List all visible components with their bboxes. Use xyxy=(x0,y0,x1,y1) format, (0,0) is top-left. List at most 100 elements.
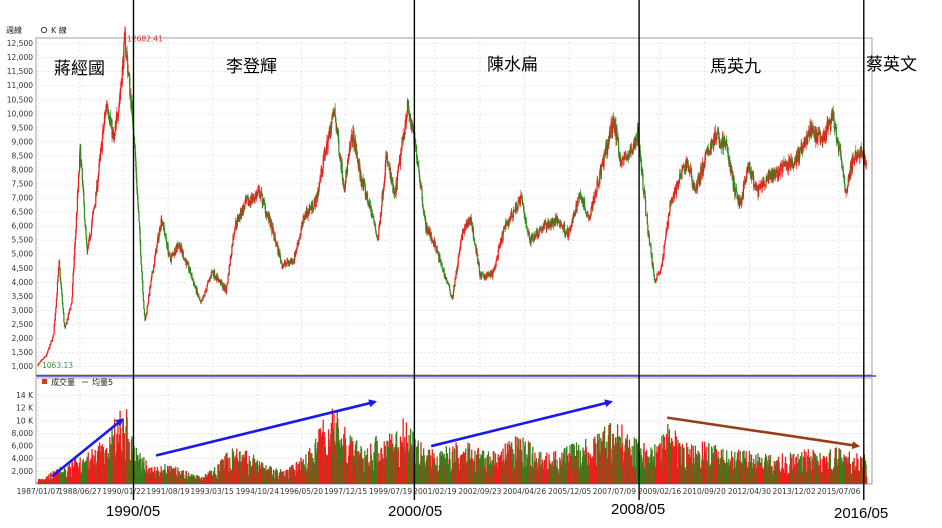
volume-bar xyxy=(790,457,792,484)
volume-bar xyxy=(453,448,456,484)
candle-body xyxy=(791,161,794,166)
candle-body xyxy=(610,122,612,138)
volume-bar xyxy=(478,453,480,484)
candle-body xyxy=(700,166,702,181)
candle-body xyxy=(78,154,81,172)
volume-bar xyxy=(693,457,695,484)
volume-bar xyxy=(50,472,52,484)
candle-body xyxy=(251,198,254,201)
volume-bar xyxy=(798,458,801,484)
volume-bar xyxy=(662,434,665,484)
candle-body xyxy=(74,238,76,246)
candle-body xyxy=(60,278,62,283)
candle-body xyxy=(709,143,712,155)
candle-body xyxy=(681,167,684,170)
candle-body xyxy=(233,233,235,238)
candle-body xyxy=(111,120,113,138)
candle-body xyxy=(683,165,685,170)
candle-body xyxy=(693,182,695,188)
candle-body xyxy=(733,180,735,188)
candle-body xyxy=(367,201,369,204)
candle-body xyxy=(823,137,826,141)
volume-bar xyxy=(467,442,469,484)
candle-body xyxy=(338,140,340,153)
candle-body xyxy=(206,284,208,289)
candle-body xyxy=(135,157,137,167)
price-y-tick-label: 11,500 xyxy=(7,67,33,76)
candle-body xyxy=(59,268,61,279)
candle-body xyxy=(84,224,87,228)
price-y-tick-label: 7,000 xyxy=(12,194,34,203)
candle-body xyxy=(860,146,862,157)
candle-body xyxy=(366,192,369,202)
candle-body xyxy=(565,232,567,235)
volume-bar xyxy=(362,458,364,484)
candle-body xyxy=(363,182,365,183)
candle-body xyxy=(626,158,628,161)
candle-body xyxy=(775,172,777,178)
candle-body xyxy=(207,282,209,285)
candle-body xyxy=(464,226,466,233)
candle-body xyxy=(138,212,140,222)
candle-body xyxy=(669,202,671,213)
candle-body xyxy=(775,168,777,173)
x-tick-label: 2005/12/05 xyxy=(548,487,591,496)
candle-body xyxy=(59,261,61,269)
volume-bar xyxy=(573,445,576,484)
candle-body xyxy=(332,113,334,116)
candle-body xyxy=(372,215,374,217)
candle-body xyxy=(73,268,75,274)
candle-body xyxy=(171,253,173,256)
candle-body xyxy=(787,167,789,171)
candle-body xyxy=(165,239,168,244)
volume-bar xyxy=(317,441,319,484)
candle-body xyxy=(173,254,175,256)
volume-bar xyxy=(104,449,107,484)
candle-body xyxy=(458,254,460,258)
candle-body xyxy=(95,191,97,205)
volume-bar xyxy=(358,450,360,484)
candle-body xyxy=(565,232,567,233)
chart-type-selector[interactable]: K 線 xyxy=(40,25,67,35)
candle-body xyxy=(355,139,357,155)
candle-body xyxy=(397,166,399,172)
candle-body xyxy=(234,230,236,234)
candle-body xyxy=(649,243,652,245)
volume-y-tick-label: 6,000 xyxy=(12,442,34,451)
candle-body xyxy=(734,187,736,196)
candle-body xyxy=(506,220,508,226)
candle-body xyxy=(432,240,434,244)
candle-body xyxy=(398,165,400,167)
candle-body xyxy=(380,213,382,216)
candle-body xyxy=(457,257,459,266)
volume-bar xyxy=(406,442,409,484)
candle-body xyxy=(799,149,801,151)
candle-body xyxy=(299,235,301,239)
candle-body xyxy=(94,205,96,208)
candle-body xyxy=(727,152,729,160)
volume-bar xyxy=(183,474,185,484)
candle-body xyxy=(393,187,395,193)
candle-body xyxy=(804,138,806,141)
candle-body xyxy=(659,271,661,274)
candle-body xyxy=(663,243,666,246)
volume-bar xyxy=(576,450,579,484)
candle-body xyxy=(743,181,746,185)
candle-body xyxy=(499,241,501,248)
x-tick-label: 2012/04/30 xyxy=(728,487,771,496)
candle-body xyxy=(48,347,50,350)
candle-body xyxy=(187,261,189,263)
candle-body xyxy=(450,292,452,296)
candle-body xyxy=(391,178,393,181)
candle-body xyxy=(462,229,464,233)
candle-body xyxy=(134,143,136,146)
volume-bar xyxy=(556,459,558,484)
x-tick-label: 2004/04/26 xyxy=(503,487,546,496)
candle-body xyxy=(377,236,379,241)
candle-body xyxy=(319,178,321,182)
candle-body xyxy=(467,223,469,228)
candle-body xyxy=(91,219,93,226)
candle-body xyxy=(83,192,85,204)
volume-bar xyxy=(670,437,673,484)
candle-body xyxy=(168,253,170,255)
